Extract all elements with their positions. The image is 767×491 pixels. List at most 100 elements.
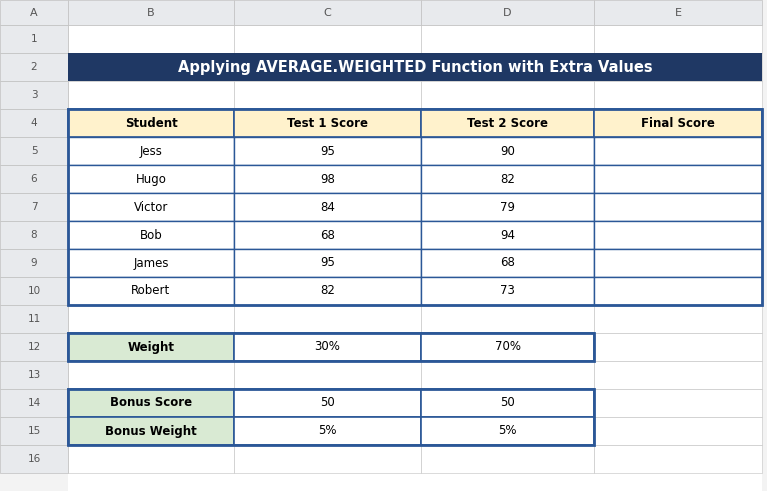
Bar <box>421 389 594 417</box>
Text: Victor: Victor <box>133 200 168 214</box>
Bar <box>421 53 594 81</box>
Text: 16: 16 <box>28 454 41 464</box>
Text: 14: 14 <box>28 398 41 408</box>
Bar <box>68 305 234 333</box>
Text: 82: 82 <box>320 284 335 298</box>
Bar <box>0 53 68 81</box>
Text: 90: 90 <box>500 144 515 158</box>
Bar <box>421 277 594 305</box>
Text: 11: 11 <box>28 314 41 324</box>
Text: Final Score: Final Score <box>641 116 715 130</box>
Text: 13: 13 <box>28 370 41 380</box>
Bar <box>68 53 762 81</box>
Bar <box>0 445 68 473</box>
Bar <box>68 165 234 193</box>
Text: 10: 10 <box>28 286 41 296</box>
Text: 5: 5 <box>31 146 38 156</box>
Text: 94: 94 <box>500 228 515 242</box>
Text: 9: 9 <box>31 258 38 268</box>
Bar <box>234 389 421 417</box>
Text: 1: 1 <box>31 34 38 44</box>
Bar <box>68 333 234 361</box>
Bar <box>0 193 68 221</box>
Bar <box>234 417 421 445</box>
Bar <box>68 333 234 361</box>
Bar <box>421 361 594 389</box>
Text: 68: 68 <box>320 228 335 242</box>
Bar <box>68 277 234 305</box>
Text: E: E <box>674 7 682 18</box>
Text: 12: 12 <box>28 342 41 352</box>
Bar <box>234 0 421 25</box>
Bar <box>594 389 762 417</box>
Text: Weight: Weight <box>127 340 175 354</box>
Bar <box>234 333 421 361</box>
Text: 5%: 5% <box>499 425 517 437</box>
Bar <box>594 221 762 249</box>
Bar <box>68 277 234 305</box>
Bar <box>594 305 762 333</box>
Text: D: D <box>503 7 512 18</box>
Text: 79: 79 <box>500 200 515 214</box>
Bar <box>234 109 421 137</box>
Text: Hugo: Hugo <box>136 172 166 186</box>
Text: C: C <box>324 7 331 18</box>
Bar <box>68 249 234 277</box>
Bar <box>68 417 234 445</box>
Bar <box>234 109 421 137</box>
Bar <box>234 25 421 53</box>
Bar <box>234 137 421 165</box>
Bar <box>0 165 68 193</box>
Bar <box>0 249 68 277</box>
Bar <box>68 389 234 417</box>
Bar <box>68 445 234 473</box>
Bar <box>234 221 421 249</box>
Bar <box>594 109 762 137</box>
Bar <box>594 249 762 277</box>
Bar <box>594 109 762 137</box>
Bar <box>421 417 594 445</box>
Bar <box>0 333 68 361</box>
Bar <box>234 445 421 473</box>
Bar <box>68 0 234 25</box>
Bar <box>68 221 234 249</box>
Bar <box>0 109 68 137</box>
Bar <box>68 109 762 305</box>
Bar <box>0 81 68 109</box>
Bar <box>421 109 594 137</box>
Bar <box>68 109 234 137</box>
Bar <box>421 249 594 277</box>
Bar <box>68 221 234 249</box>
Bar <box>68 25 234 53</box>
Bar <box>594 165 762 193</box>
Bar <box>421 0 594 25</box>
Text: 7: 7 <box>31 202 38 212</box>
Bar <box>421 81 594 109</box>
Text: Jess: Jess <box>140 144 163 158</box>
Bar <box>594 277 762 305</box>
Bar <box>0 25 68 53</box>
Bar <box>234 333 421 361</box>
Text: 98: 98 <box>320 172 335 186</box>
Text: Robert: Robert <box>131 284 170 298</box>
Bar <box>421 25 594 53</box>
Bar <box>421 249 594 277</box>
Text: Applying AVERAGE.WEIGHTED Function with Extra Values: Applying AVERAGE.WEIGHTED Function with … <box>178 59 652 75</box>
Text: Student: Student <box>124 116 177 130</box>
Bar <box>421 109 594 137</box>
Bar <box>234 249 421 277</box>
Bar <box>421 445 594 473</box>
Text: 73: 73 <box>500 284 515 298</box>
Text: 8: 8 <box>31 230 38 240</box>
Bar <box>68 389 234 417</box>
Text: 15: 15 <box>28 426 41 436</box>
Bar <box>234 417 421 445</box>
Bar <box>594 53 762 81</box>
Text: Test 2 Score: Test 2 Score <box>467 116 548 130</box>
Bar <box>234 277 421 305</box>
Text: B: B <box>147 7 155 18</box>
Bar <box>594 25 762 53</box>
Bar <box>68 417 234 445</box>
Bar <box>68 361 234 389</box>
Text: Bob: Bob <box>140 228 163 242</box>
